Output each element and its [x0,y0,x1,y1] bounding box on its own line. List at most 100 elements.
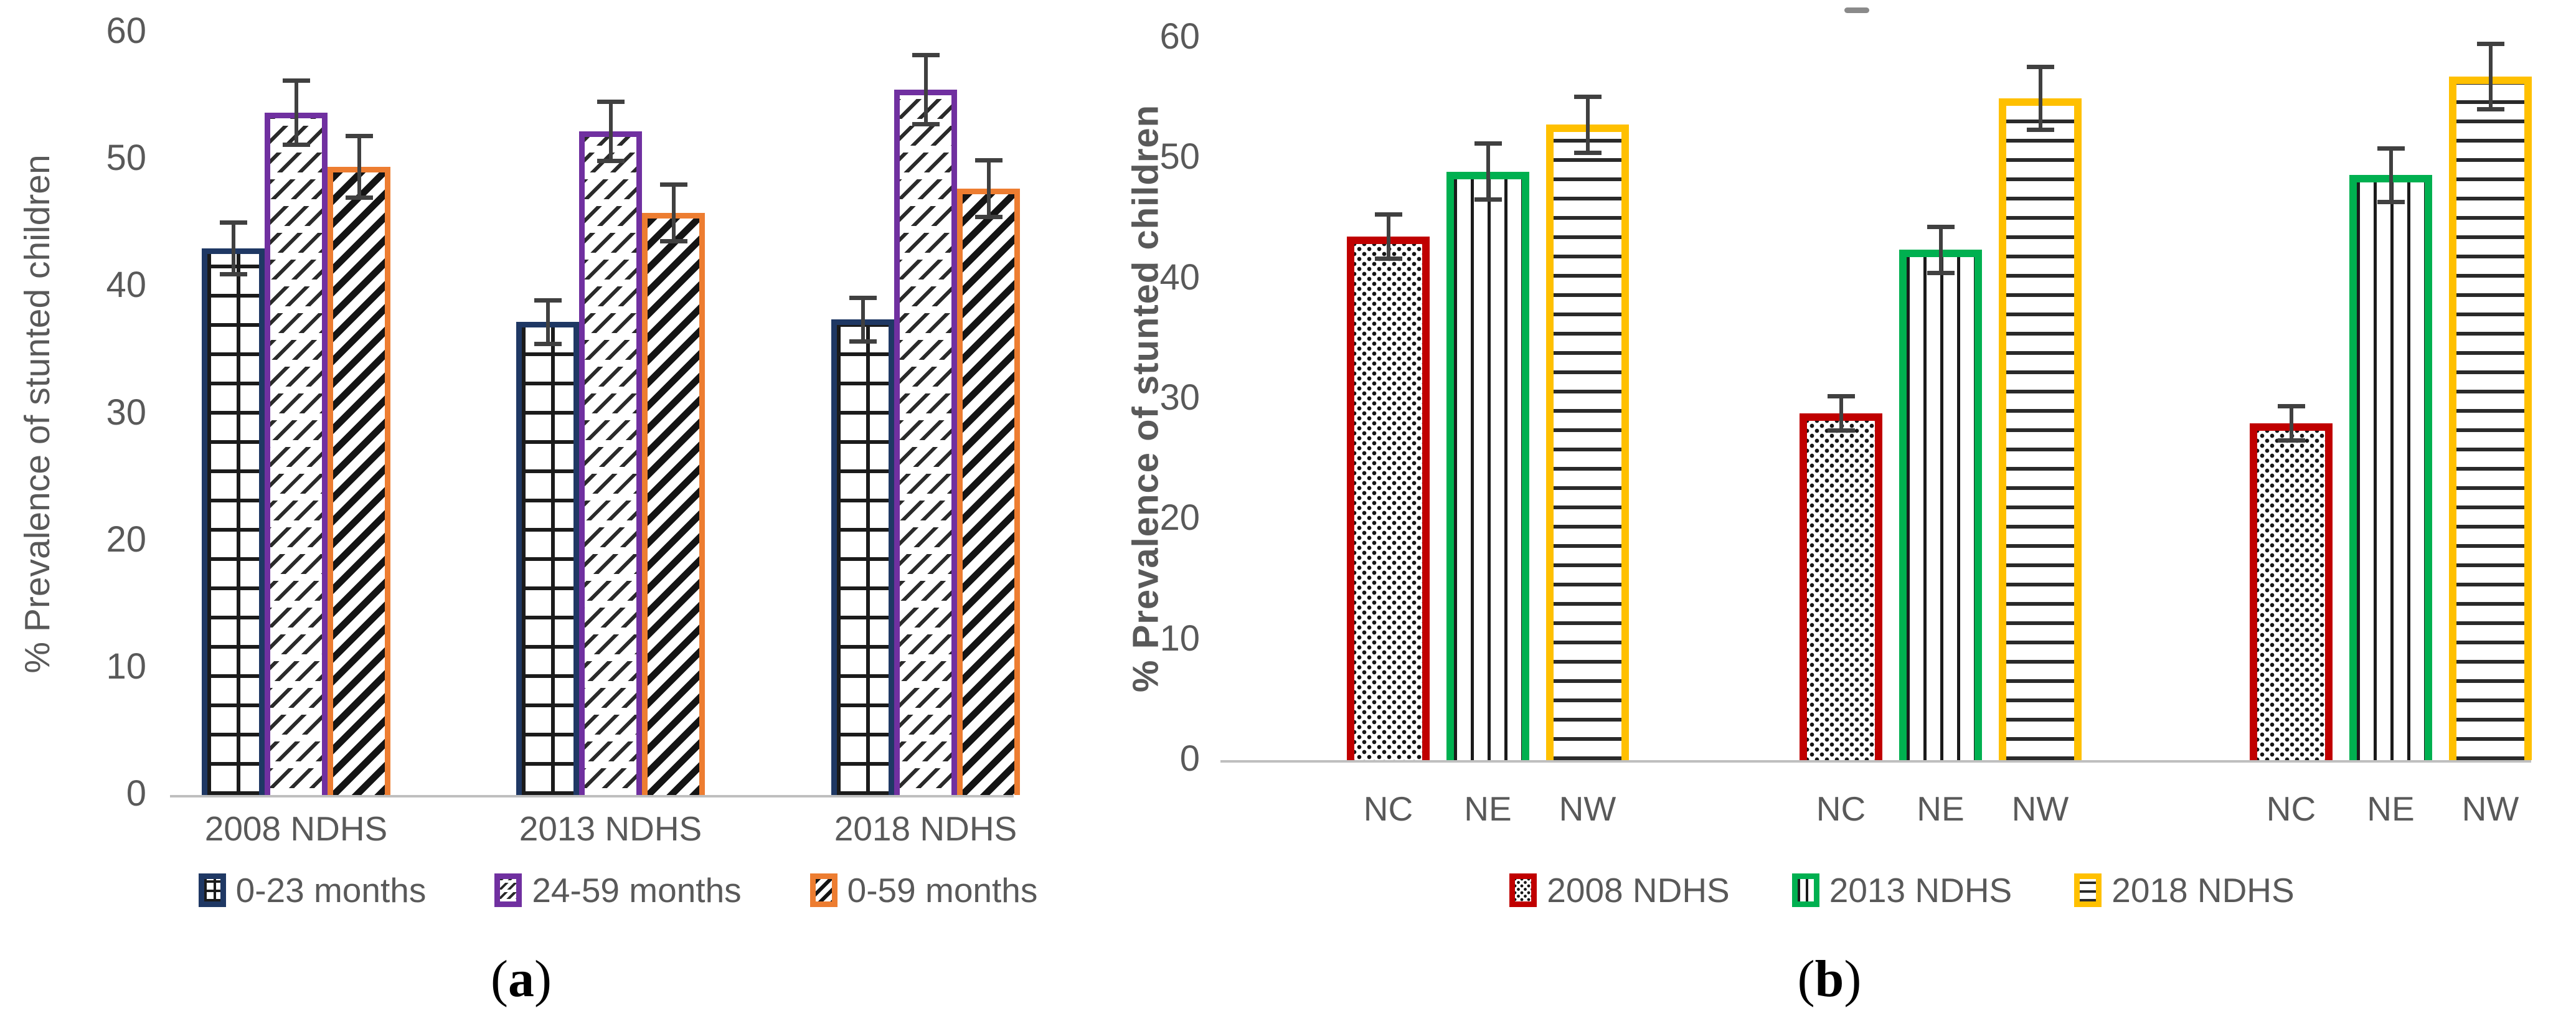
legend-swatch-vlines-icon [1791,873,1819,907]
error-bar-cap-top [1474,141,1502,146]
x-axis-line [170,795,1014,797]
error-bar-line [608,100,613,164]
x-tick-label: NC [1363,789,1413,828]
bar-24-59-months-2008-ndhs [265,113,328,795]
x-tick-label: NW [2011,789,2069,828]
legend-item-24-59-months: 24-59 months [494,870,742,910]
legend-item-0-23-months: 0-23 months [198,870,426,910]
error-bar-cap-bottom [1573,150,1602,155]
error-bar-line [861,295,865,344]
legend-item-2008-ndhs: 2008 NDHS [1509,870,1730,910]
y-tick-label: 60 [106,11,146,51]
error-bar-cap-top [2026,64,2054,69]
legend-swatch-dots-icon [1509,873,1537,907]
error-bar-cap-bottom [2377,199,2405,204]
x-tick-label: NE [1464,789,1512,828]
error-bar [974,158,1003,220]
y-tick-label: 20 [1159,497,1200,539]
error-bar-cap-top [2476,41,2504,46]
x-tick-label: NE [2367,789,2415,828]
bar-ne-group1 [1446,172,1529,760]
error-bar [659,182,687,243]
error-bar [219,220,247,276]
error-bar [2026,64,2054,132]
error-bar [1474,141,1502,202]
bar-24-59-months-2018-ndhs [894,90,957,795]
bar-0-23-months-2013-ndhs [516,322,579,795]
error-bar [597,100,625,164]
error-bar-cap-top [2377,146,2405,151]
error-bar-line [1486,141,1490,202]
error-bar-cap-top [597,100,625,105]
y-tick-label: 0 [1179,738,1200,779]
legend-swatch-diag-dash-icon [494,873,522,907]
x-tick-label: 2018 NDHS [834,809,1017,848]
legend-swatch-hlines-icon [2074,873,2102,907]
error-bar [2476,41,2504,111]
x-tick-label: NW [1559,789,1616,828]
error-bar-line [2389,146,2393,204]
error-bar-line [1839,394,1843,433]
bar-ne-group3 [2349,175,2432,760]
y-tick-label: 30 [1159,377,1200,418]
error-bar-cap-top [282,78,310,83]
y-tick-label: 10 [106,646,146,687]
error-bar-cap-top [1374,212,1402,217]
bar-nc-group2 [1800,413,1882,760]
x-tick-label: NC [1816,789,1866,828]
bar-nw-group1 [1546,125,1629,760]
bar-nc-group3 [2250,423,2333,760]
legend-swatch-diag-bold-icon [809,873,837,907]
error-bar-cap-top [2277,403,2305,408]
error-bar-cap-bottom [912,122,940,127]
bar-0-23-months-2018-ndhs [831,319,894,795]
plot-area-a: 0 10 20 30 40 50 60 2008 NDHS 2013 NDHS 2018 NDHS [106,11,1059,848]
error-bar [2377,146,2405,204]
y-tick-label: 0 [126,773,146,814]
error-bar-cap-top [1573,94,1602,99]
error-bar-cap-top [1927,224,1955,229]
bar-nw-group3 [2449,77,2532,760]
error-bar-cap-bottom [2026,127,2054,132]
x-tick-label: NW [2461,789,2519,828]
legend-label: 2008 NDHS [1547,871,1730,910]
x-tick-label: NE [1917,789,1965,828]
error-bar-cap-bottom [659,238,687,243]
error-bar-line [1585,94,1590,155]
error-bar-line [357,134,361,200]
y-tick-label: 30 [106,392,146,433]
error-bar-cap-bottom [282,142,310,147]
error-bar-line [986,158,991,220]
legend-label: 2013 NDHS [1829,871,2012,910]
legend-label: 2018 NDHS [2111,871,2295,910]
legend-swatch-grid-icon [198,873,226,907]
error-bar-cap-bottom [1927,270,1955,275]
y-tick-label: 50 [106,138,146,179]
bar-0-23-months-2008-ndhs [202,248,265,795]
error-bar-line [1938,224,1943,275]
bar-0-59-months-2013-ndhs [642,213,705,795]
error-bar [1374,212,1402,261]
error-bar-line [2488,41,2493,111]
caption-a-paren-close: ) [534,950,552,1008]
x-tick-label: NC [2266,789,2316,828]
caption-b-letter: b [1814,950,1844,1008]
error-bar-cap-top [849,295,877,300]
error-bar-cap-bottom [2277,438,2305,443]
error-bar-cap-bottom [1474,197,1502,202]
plot-area-b: 0 10 20 30 40 50 60 NC NE NW NC NE NW NC NE NW [1159,16,2576,828]
caption-a: (a) [491,949,552,1009]
bar-24-59-months-2013-ndhs [579,131,642,795]
error-bar-line [1386,212,1390,261]
error-bar-cap-bottom [219,271,247,276]
error-bar [849,295,877,344]
legend-label: 24-59 months [532,871,742,910]
legend-item-2013-ndhs: 2013 NDHS [1791,870,2012,910]
error-bar-cap-bottom [534,342,562,347]
legend-label: 0-59 months [847,871,1038,910]
x-axis-line [1220,760,2531,763]
error-bar-cap-bottom [974,215,1003,220]
y-axis-title-a: % Prevalence of stunted children [17,154,57,674]
caption-b-paren-close: ) [1844,950,1862,1008]
